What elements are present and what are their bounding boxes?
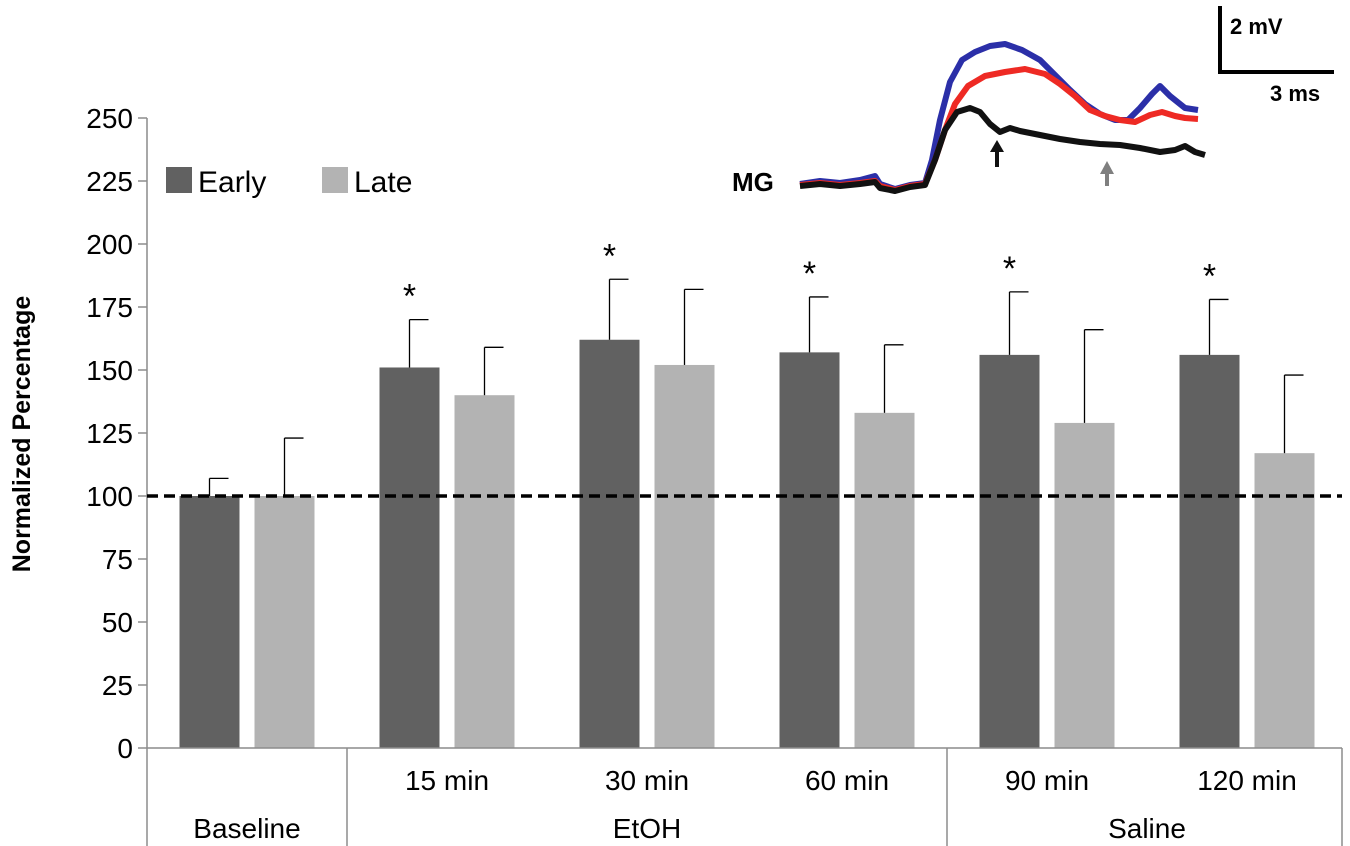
x-tick-label: 120 min (1197, 765, 1297, 796)
x-tick-label: 90 min (1005, 765, 1089, 796)
group-label-baseline: Baseline (193, 813, 300, 844)
trace-line-blue (799, 41, 1199, 192)
scale-time-label: 3 ms (1270, 81, 1320, 106)
x-axis: 15 min 30 min 60 min 90 min 120 min Baseline E… (146, 747, 1343, 846)
legend-label-late: Late (354, 166, 412, 199)
significance-marker-2: * (603, 237, 616, 275)
y-tick-label: 150 (86, 355, 133, 386)
legend: Early Late (166, 166, 412, 199)
bar-late-5 (1254, 453, 1315, 748)
y-tick-label: 0 (117, 733, 133, 764)
y-tick-label: 125 (86, 418, 133, 449)
bar-late-0 (254, 496, 315, 748)
bar-early-2 (579, 339, 640, 748)
bar-early-4 (979, 354, 1040, 748)
arrow-marker-black (990, 140, 1004, 167)
y-axis-label: Normalized Percentage (8, 296, 36, 573)
y-tick-label: 75 (102, 544, 133, 575)
scale-voltage-label: 2 mV (1230, 14, 1283, 39)
bar-early-5 (1179, 354, 1240, 748)
bars: * * * * * (179, 237, 1315, 748)
legend-swatch-early (166, 167, 192, 193)
y-tick-label: 175 (86, 292, 133, 323)
trace-line-black (799, 105, 1206, 194)
y-tick-label: 50 (102, 607, 133, 638)
trace-label: MG (732, 167, 774, 197)
y-axis: 0 25 50 75 100 125 150 175 200 225 250 (86, 103, 148, 764)
x-tick-label: 30 min (605, 765, 689, 796)
legend-label-early: Early (198, 166, 266, 199)
bar-late-1 (454, 395, 515, 748)
arrow-marker-gray (1100, 161, 1114, 186)
scale-bar: 2 mV 3 ms (1218, 6, 1334, 106)
y-tick-label: 25 (102, 670, 133, 701)
bar-late-2 (654, 364, 715, 748)
significance-marker-4: * (1003, 250, 1016, 288)
x-tick-label: 60 min (805, 765, 889, 796)
significance-marker-3: * (803, 255, 816, 293)
y-tick-label: 200 (86, 229, 133, 260)
bar-late-4 (1054, 422, 1115, 748)
y-tick-label: 250 (86, 103, 133, 134)
significance-marker-1: * (403, 278, 416, 316)
group-label-etoh: EtOH (613, 813, 681, 844)
group-label-saline: Saline (1108, 813, 1186, 844)
bar-early-1 (379, 367, 440, 748)
bar-late-3 (854, 412, 915, 748)
y-tick-label: 100 (86, 481, 133, 512)
inset-trace: MG 2 mV 3 ms (732, 6, 1334, 197)
significance-marker-5: * (1203, 257, 1216, 295)
x-tick-label: 15 min (405, 765, 489, 796)
bar-early-3 (779, 352, 840, 748)
bar-early-0 (179, 496, 240, 748)
y-tick-label: 225 (86, 166, 133, 197)
legend-swatch-late (322, 167, 348, 193)
